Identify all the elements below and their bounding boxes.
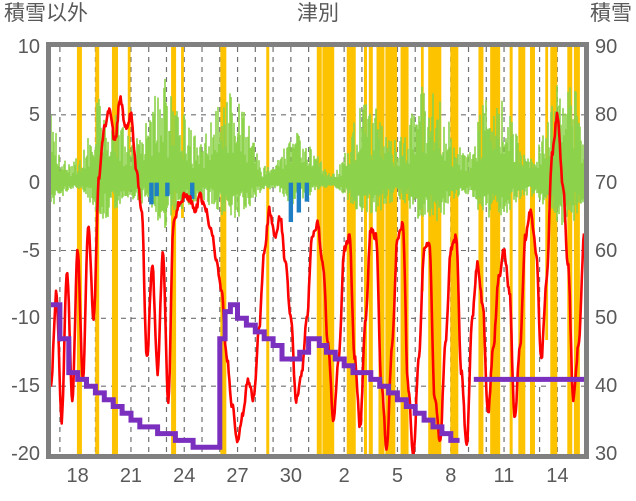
x-tick-18: 18 — [66, 465, 89, 487]
left-tick-5: 5 — [28, 103, 40, 126]
plot-area — [46, 42, 589, 459]
left-tick-0: 0 — [28, 171, 40, 194]
right-tick-80: 80 — [595, 103, 618, 126]
x-tick-5: 5 — [391, 465, 403, 487]
left-tick--5: -5 — [22, 239, 40, 262]
chart-title: 津別 — [297, 2, 339, 25]
x-tick-27: 27 — [226, 465, 249, 487]
right-tick-90: 90 — [595, 36, 618, 58]
right-tick-30: 30 — [595, 443, 618, 465]
right-tick-40: 40 — [595, 375, 618, 398]
right-tick-70: 70 — [595, 171, 618, 194]
left-tick--20: -20 — [11, 443, 40, 465]
x-tick-14: 14 — [546, 465, 569, 487]
right-axis-title: 積雪 — [590, 2, 632, 25]
plot-canvas — [51, 47, 584, 454]
left-tick--10: -10 — [11, 307, 40, 330]
left-tick-10: 10 — [17, 36, 40, 58]
x-tick-8: 8 — [445, 465, 457, 487]
left-tick--15: -15 — [11, 375, 40, 398]
x-tick-2: 2 — [338, 465, 350, 487]
x-tick-11: 11 — [493, 465, 515, 487]
x-tick-24: 24 — [173, 465, 196, 487]
x-tick-21: 21 — [119, 465, 143, 487]
left-axis-title: 積雪以外 — [4, 2, 88, 25]
right-tick-60: 60 — [595, 239, 618, 262]
x-tick-30: 30 — [279, 465, 302, 487]
right-tick-50: 50 — [595, 307, 618, 330]
